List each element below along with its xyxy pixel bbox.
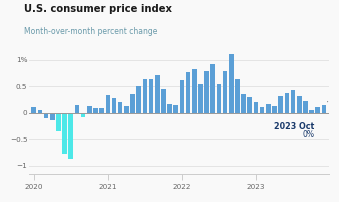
Bar xyxy=(284,93,289,113)
Bar xyxy=(62,113,67,154)
Bar xyxy=(112,98,116,113)
Bar xyxy=(93,108,98,113)
Bar xyxy=(278,96,283,113)
Bar xyxy=(291,90,295,113)
Bar xyxy=(38,109,42,113)
Bar xyxy=(260,107,264,113)
Text: 0%: 0% xyxy=(303,130,315,139)
Bar xyxy=(272,106,277,113)
Bar xyxy=(204,71,209,113)
Bar xyxy=(105,95,110,113)
Bar xyxy=(56,113,61,131)
Bar xyxy=(211,64,215,113)
Bar xyxy=(149,79,153,113)
Bar xyxy=(217,84,221,113)
Bar xyxy=(254,102,258,113)
Bar xyxy=(223,71,227,113)
Bar xyxy=(87,106,92,113)
Bar xyxy=(309,110,314,113)
Bar xyxy=(186,73,191,113)
Bar xyxy=(241,94,246,113)
Bar xyxy=(192,69,197,113)
Bar xyxy=(81,113,85,117)
Bar xyxy=(229,54,234,113)
Bar xyxy=(315,107,320,113)
Bar xyxy=(167,104,172,113)
Bar xyxy=(118,102,122,113)
Text: Month-over-month percent change: Month-over-month percent change xyxy=(24,27,157,36)
Bar xyxy=(266,104,271,113)
Bar xyxy=(198,84,203,113)
Bar xyxy=(130,94,135,113)
Bar xyxy=(297,96,301,113)
Bar xyxy=(136,86,141,113)
Bar xyxy=(303,101,308,113)
Bar xyxy=(143,79,147,113)
Bar xyxy=(99,108,104,113)
Bar xyxy=(174,105,178,113)
Text: U.S. consumer price index: U.S. consumer price index xyxy=(24,4,172,14)
Bar xyxy=(32,107,36,113)
Bar xyxy=(155,75,160,113)
Bar xyxy=(161,89,166,113)
Bar xyxy=(322,105,326,113)
Bar xyxy=(180,80,184,113)
Bar xyxy=(247,97,252,113)
Text: 2023 Oct: 2023 Oct xyxy=(274,122,315,131)
Bar xyxy=(50,113,55,120)
Bar xyxy=(68,113,73,159)
Bar xyxy=(124,106,129,113)
Bar xyxy=(75,105,79,113)
Bar xyxy=(44,113,48,118)
Bar xyxy=(235,79,240,113)
